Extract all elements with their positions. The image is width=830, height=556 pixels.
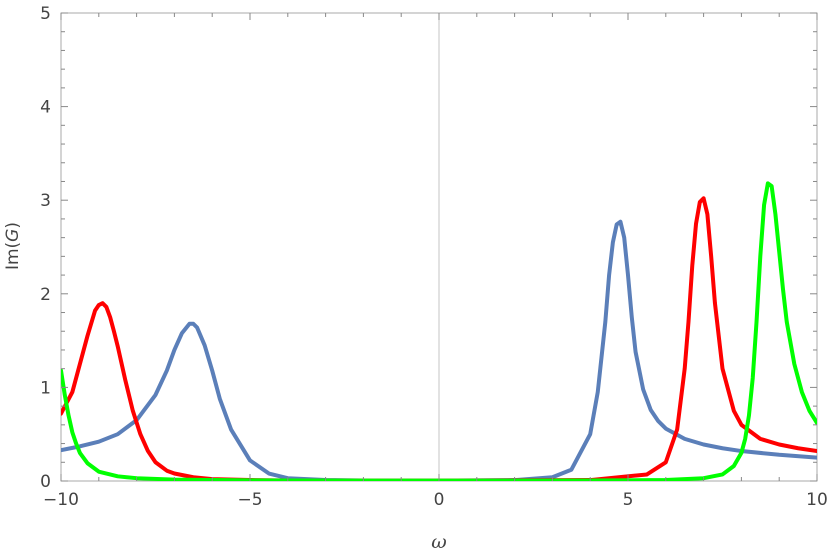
- series-line-3: [61, 181, 817, 481]
- tick-layer: −10 −5 0 5 10 0 1 2 3 4 5: [40, 4, 828, 510]
- x-tick-label: −5: [237, 490, 262, 510]
- y-tick-label: 5: [40, 4, 51, 24]
- y-tick-label: 2: [40, 285, 51, 305]
- y-tick-label: 3: [40, 191, 51, 211]
- y-tick-label: 0: [40, 472, 51, 492]
- y-axis-title: Im(G): [3, 222, 23, 270]
- y-axis-title-var: G: [3, 229, 23, 242]
- y-axis-title-prefix: Im(: [3, 242, 23, 270]
- x-tick-label: 10: [806, 490, 828, 510]
- x-axis-title: ω: [431, 531, 447, 553]
- x-tick-label: 0: [434, 490, 445, 510]
- x-tick-label: −10: [43, 490, 79, 510]
- y-axis-title-suffix: ): [3, 222, 23, 229]
- plot-frame: [60, 12, 818, 482]
- y-tick-label: 4: [40, 98, 51, 118]
- x-tick-label: 5: [623, 490, 634, 510]
- y-tick-label: 1: [40, 378, 51, 398]
